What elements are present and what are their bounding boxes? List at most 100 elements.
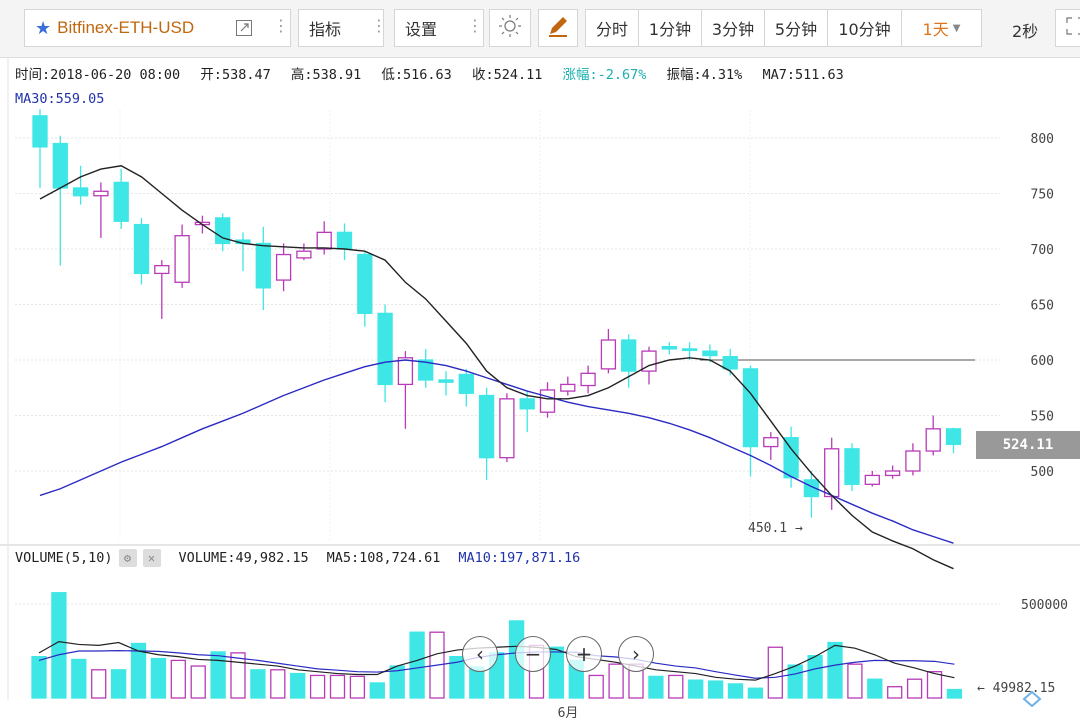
scroll-right-button[interactable]: › <box>618 636 654 672</box>
theme-button[interactable] <box>489 9 531 47</box>
info-open: 开:538.47 <box>200 67 271 83</box>
candle <box>377 304 393 403</box>
plus-icon: + <box>575 642 593 666</box>
candle-body <box>215 217 231 245</box>
volume-bar <box>827 641 843 699</box>
watermark-logo <box>1022 690 1072 712</box>
tab-period-3[interactable]: 5分钟 <box>765 10 828 46</box>
candle-body <box>884 470 901 477</box>
volume-bar <box>608 663 624 699</box>
candle <box>478 387 495 480</box>
candle <box>458 368 474 407</box>
sun-icon <box>498 14 522 42</box>
volume-bar <box>707 680 724 699</box>
candle-body <box>174 235 190 283</box>
close-icon[interactable]: ✕ <box>142 549 161 567</box>
candle <box>275 243 292 292</box>
ma7-line <box>39 165 954 570</box>
candle <box>742 365 759 477</box>
scroll-left-button[interactable]: ‹ <box>462 636 498 672</box>
candle <box>864 471 880 487</box>
indicator-dots-icon[interactable]: ⋮ <box>371 16 387 35</box>
tab-period-4[interactable]: 10分钟 <box>828 10 902 46</box>
candle <box>438 371 454 396</box>
volume-ma5: MA5:108,724.61 <box>326 550 441 566</box>
volume-bar <box>130 642 147 699</box>
volume-bar <box>668 674 684 699</box>
candle-body <box>377 312 393 386</box>
ohlc-info: 时间:2018-06-20 08:00 开:538.47 高:538.91 低:… <box>15 63 856 83</box>
volume-bar <box>867 678 883 699</box>
candle-body <box>864 474 880 485</box>
candle <box>93 182 109 238</box>
draw-button[interactable] <box>538 9 578 47</box>
candle-body <box>397 357 414 386</box>
fullscreen-button[interactable] <box>1055 9 1080 47</box>
indicator-label: 指标 <box>309 20 342 39</box>
volume-bar <box>847 663 863 699</box>
zoom-out-button[interactable]: − <box>515 636 551 672</box>
volume-bar <box>449 655 465 699</box>
menu-dots-icon[interactable]: ⋮ <box>273 16 289 35</box>
candle <box>905 443 921 476</box>
tab-period-2[interactable]: 3分钟 <box>702 10 765 46</box>
candle-body <box>133 223 150 275</box>
candle-body <box>945 428 962 446</box>
volume-bar <box>926 671 943 699</box>
candle-body <box>336 231 353 250</box>
candle <box>296 243 312 261</box>
volume-bar <box>727 683 744 699</box>
period-tabs: 分时 1分钟 3分钟 5分钟 10分钟 1天 ▼ <box>585 9 982 47</box>
candle <box>600 328 617 374</box>
settings-button[interactable]: 设置 ⋮ <box>394 9 484 47</box>
tab-period-active[interactable]: 1天 ▼ <box>902 10 981 46</box>
popout-icon[interactable] <box>235 19 253 37</box>
pencil-icon <box>546 14 570 42</box>
volume-bar <box>787 664 803 699</box>
candle <box>824 437 840 510</box>
candle-body <box>539 389 556 413</box>
chevron-right-icon: › <box>632 642 640 666</box>
candle-body <box>296 250 312 259</box>
candle <box>32 109 48 188</box>
symbol-selector[interactable]: ★ Bitfinex-ETH-USD ⋮ <box>24 9 291 47</box>
candle <box>681 342 698 360</box>
candle-body <box>154 264 170 275</box>
volume-value: VOLUME:49,982.15 <box>178 550 309 566</box>
price-axis-label: 500 <box>1031 465 1054 480</box>
info-amplitude: 振幅:4.31% <box>666 67 743 83</box>
fullscreen-icon <box>1065 16 1080 40</box>
minus-icon: − <box>524 642 542 666</box>
candle <box>418 348 434 388</box>
gear-icon[interactable]: ⚙ <box>118 549 137 567</box>
candle <box>945 427 962 454</box>
volume-bar <box>906 678 923 699</box>
symbol-label: Bitfinex-ETH-USD <box>57 18 195 37</box>
settings-dots-icon[interactable]: ⋮ <box>467 16 483 35</box>
candle-body <box>93 190 109 197</box>
candle <box>154 260 170 319</box>
candle <box>661 342 677 355</box>
active-period-label: 1天 <box>922 20 949 39</box>
candle-body <box>621 339 637 372</box>
zoom-in-button[interactable]: + <box>566 636 602 672</box>
candle-body <box>763 437 779 448</box>
volume-axis-label: 500000 <box>1021 598 1068 613</box>
volume-bar <box>290 672 306 699</box>
candle <box>702 344 718 363</box>
volume-bar <box>190 665 206 699</box>
volume-bar <box>807 655 823 699</box>
refresh-interval[interactable]: 2秒 <box>1012 22 1039 41</box>
candle-body <box>742 368 759 448</box>
price-axis-label: 600 <box>1031 354 1054 369</box>
indicator-button[interactable]: 指标 ⋮ <box>298 9 387 47</box>
candle-body <box>72 187 89 197</box>
tab-period-0[interactable]: 分时 <box>586 10 639 46</box>
candle-body <box>32 115 48 148</box>
chevron-left-icon: ‹ <box>476 642 484 666</box>
tab-period-1[interactable]: 1分钟 <box>639 10 702 46</box>
star-icon[interactable]: ★ <box>35 17 52 39</box>
candle-body <box>580 372 596 387</box>
candle-body <box>357 253 373 315</box>
